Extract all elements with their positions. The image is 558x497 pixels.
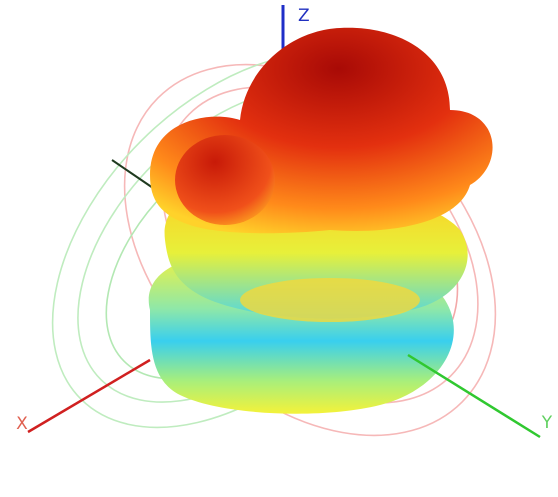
x-axis-line <box>27 358 151 434</box>
shading <box>240 278 420 322</box>
pattern-surface <box>148 27 493 414</box>
axis-line <box>111 159 157 191</box>
side-lobe <box>175 135 275 225</box>
z-axis-label: Z <box>298 6 310 26</box>
y-axis-label: Y <box>541 413 553 433</box>
y-axis-line <box>407 353 541 439</box>
x-axis-label: X <box>16 414 28 434</box>
